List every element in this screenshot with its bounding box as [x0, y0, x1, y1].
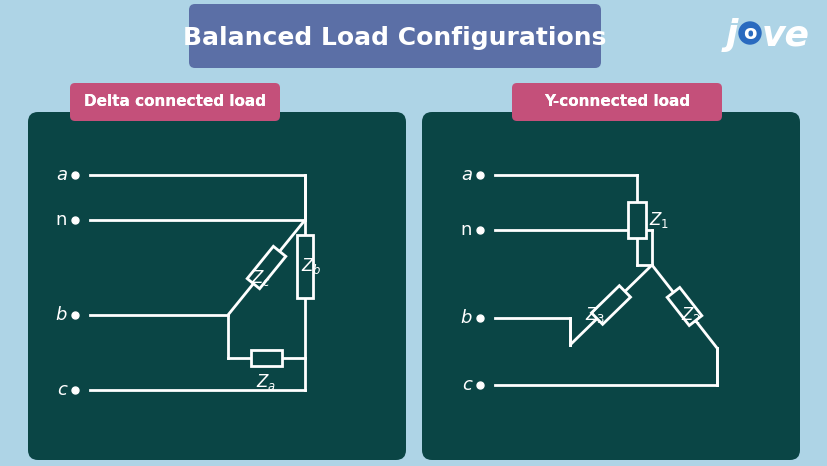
Polygon shape: [667, 288, 701, 326]
Text: n: n: [460, 221, 471, 239]
Text: $Z_a$: $Z_a$: [256, 372, 276, 392]
FancyBboxPatch shape: [189, 4, 600, 68]
Text: j: j: [725, 18, 738, 52]
Text: n: n: [55, 211, 67, 229]
Text: a: a: [461, 166, 471, 184]
Text: Delta connected load: Delta connected load: [84, 95, 265, 110]
Text: o: o: [743, 23, 756, 42]
FancyBboxPatch shape: [251, 350, 281, 366]
FancyBboxPatch shape: [627, 202, 645, 238]
Text: $Z_2$: $Z_2$: [681, 305, 700, 325]
Text: Y-connected load: Y-connected load: [543, 95, 689, 110]
Text: b: b: [460, 309, 471, 327]
Text: c: c: [461, 376, 471, 394]
FancyBboxPatch shape: [28, 112, 405, 460]
Polygon shape: [590, 286, 630, 324]
Text: c: c: [57, 381, 67, 399]
Polygon shape: [297, 235, 313, 298]
Text: Y-connected load: Y-connected load: [543, 95, 689, 110]
Text: b: b: [55, 306, 67, 324]
Text: $Z_3$: $Z_3$: [584, 305, 604, 325]
Text: $Z_b$: $Z_b$: [301, 256, 321, 276]
Text: $Z_c$: $Z_c$: [251, 267, 270, 288]
Text: Delta connected load: Delta connected load: [84, 95, 265, 110]
Text: ve: ve: [761, 18, 809, 52]
FancyBboxPatch shape: [70, 83, 280, 121]
Text: $Z_1$: $Z_1$: [648, 210, 668, 230]
FancyBboxPatch shape: [511, 83, 721, 121]
Polygon shape: [247, 247, 285, 289]
FancyBboxPatch shape: [422, 112, 799, 460]
Text: a: a: [56, 166, 67, 184]
Circle shape: [739, 22, 760, 44]
Text: Balanced Load Configurations: Balanced Load Configurations: [183, 26, 606, 50]
